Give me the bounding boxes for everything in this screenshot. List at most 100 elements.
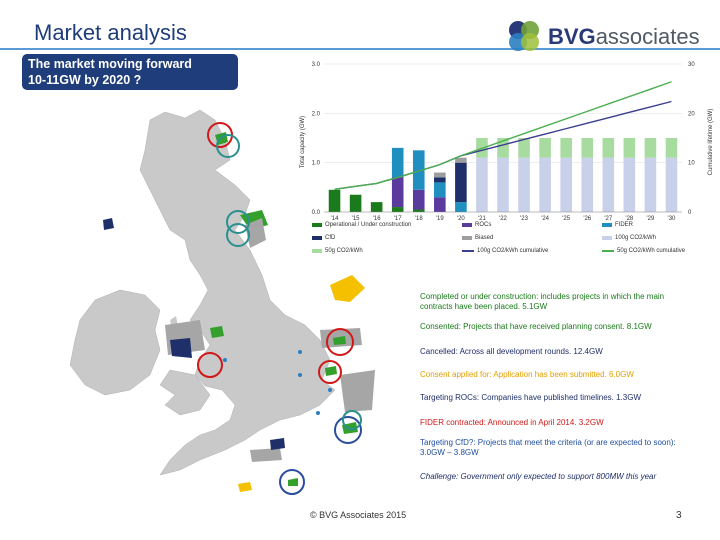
logo-wordmark: BVGassociates [548,24,700,49]
site-dot-3 [298,373,302,377]
site-navitus-yellow [238,482,252,492]
ring-teal-forth-1 [226,210,250,234]
y-tick-right-1: 10 [688,161,695,167]
bar-0-3 [391,207,404,212]
y-tick-left-2: 2.0 [312,111,321,117]
legend-label: Operational / Under construction [325,222,412,228]
logo-mark-icon [509,21,539,51]
bar-5-11 [560,157,572,212]
bar-6-16 [665,138,678,158]
ring-blue-rampion [279,469,305,495]
bar-1-5 [434,197,446,212]
title-divider [0,48,720,50]
x-tick-14: '28 [625,216,633,222]
x-tick-12: '26 [583,216,591,222]
ring-teal-moray [216,134,240,158]
x-tick-4: '18 [415,216,423,222]
bar-3-6 [455,162,467,203]
bar-5-9 [518,157,530,212]
x-tick-9: '23 [520,216,528,222]
y-tick-left-0: 0.0 [312,210,321,216]
x-tick-3: '17 [394,216,402,222]
page-number: 3 [676,510,682,521]
site-dot-5 [223,358,227,362]
annotation-1: Consented: Projects that have received p… [420,322,652,331]
bar-1-3 [391,177,404,208]
legend-item-8: 50g CO2/kWh cumulative [602,248,685,254]
legend-swatch [602,223,612,227]
annotation-0: Completed or under construction: include… [420,292,665,311]
legend-label: 50g CO2/kWh [325,248,363,254]
subtitle-line-2: 10-11GW by 2020 ? [28,73,142,87]
ireland-landmass [69,289,161,396]
y-tick-right-2: 20 [688,111,695,117]
legend-swatch [602,236,612,240]
legend-item-5: 100g CO2/kWh [602,235,656,241]
annotation-5: FIDER contracted: Announced in April 201… [420,418,604,427]
y-axis-left-label: Total capacity (GW) [300,116,306,168]
bar-0-1 [349,194,362,212]
company-logo: BVGassociates [502,14,702,58]
ring-red-irish-sea [197,352,223,378]
x-tick-1: '15 [352,216,360,222]
x-tick-8: '22 [499,216,507,222]
legend-label: 50g CO2/kWh cumulative [617,248,686,254]
annotation-2: Cancelled: Across all development rounds… [420,347,603,356]
y-ticks-left: 0.0 1.0 2.0 3.0 [312,62,321,216]
ring-red-hornsea [326,328,354,356]
y-ticks-right: 0 10 20 30 [688,62,695,216]
bar-6-14 [623,138,636,158]
site-bristol-grey [250,448,282,462]
legend-swatch [312,249,322,253]
bar-6-13 [602,138,615,158]
bar-0-2 [370,202,383,212]
y-tick-right-0: 0 [688,210,692,216]
legend-label: 100g CO2/kWh cumulative [477,248,549,254]
bar-5-15 [644,157,657,212]
bar-6-15 [644,138,657,158]
page-title: Market analysis [34,20,187,45]
site-hornsea-green [333,336,346,345]
legend-label: 100g CO2/kWh [615,235,657,241]
great-britain-landmass [139,109,336,476]
x-tick-5: '19 [436,216,444,222]
bar-3-5 [434,177,446,183]
site-wash-green [325,366,337,376]
x-ticks: '14 '15 '16 '17 '18 '19 '20 '21 '22 '23 '24 '25 '26 '… [331,216,676,222]
bar-5-7 [476,157,488,212]
bar-6-8 [497,138,509,158]
site-dogger-yellow [330,275,365,302]
wind-sites [103,132,375,492]
bar-5-10 [539,157,551,212]
bar-5-12 [581,157,594,212]
highlight-rings [197,122,362,495]
legend-swatch [602,250,614,252]
x-tick-11: '25 [562,216,570,222]
uk-map [69,109,375,495]
x-tick-7: '21 [478,216,486,222]
bar-6-11 [560,138,572,158]
site-forth-grey [245,218,266,248]
capacity-chart: Total capacity (GW) Cumulative lifetime … [300,62,714,222]
bar-5-13 [602,157,615,212]
x-tick-13: '27 [604,216,612,222]
legend-label: FIDER [615,222,633,228]
y-tick-right-3: 30 [688,62,695,68]
legend-item-2: FIDER [602,222,633,228]
y-axis-right-label: Cumulative lifetime (GW) [708,109,714,176]
ring-blue-thames [334,416,362,444]
x-tick-6: '20 [457,216,465,222]
footer-copyright: © BVG Associates 2015 [310,510,407,520]
x-tick-0: '14 [331,216,339,222]
bars [328,138,678,212]
bar-1-4 [412,189,425,210]
legend-item-4: Biased [462,235,493,241]
bar-5-8 [497,157,509,212]
bar-6-10 [539,138,551,158]
bar-0-0 [328,189,341,212]
cumulative-lines [334,81,672,190]
ring-teal-thames [342,410,362,430]
legend-item-6: 50g CO2/kWh [312,248,363,254]
legend-swatch [462,236,472,240]
bar-2-4 [412,150,425,190]
